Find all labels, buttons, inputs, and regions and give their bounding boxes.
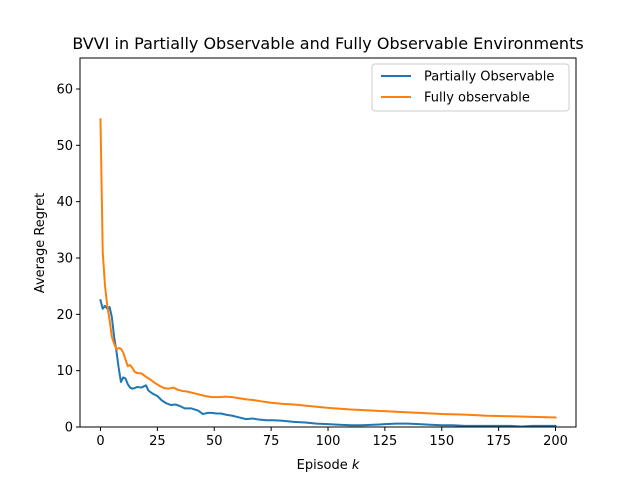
x-tick-label: 75 (263, 434, 280, 449)
y-axis-label: Average Regret (33, 193, 48, 293)
series-line-partially-observable (99, 299, 557, 428)
y-tick-label: 50 (56, 139, 73, 154)
series-layer (99, 118, 557, 428)
x-tick-label: 125 (372, 434, 397, 449)
x-tick-label: 175 (486, 434, 511, 449)
x-axis-label-text: Episode (297, 458, 352, 473)
y-tick-label: 40 (56, 195, 73, 210)
chart-title: BVVI in Partially Observable and Fully O… (72, 34, 583, 53)
x-tick-label: 0 (96, 434, 104, 449)
x-tick-label: 200 (543, 434, 568, 449)
y-tick-label: 60 (56, 82, 73, 97)
legend-label-partially-observable: Partially Observable (424, 70, 554, 85)
x-axis-label-variable: k (352, 458, 360, 473)
x-tick-label: 25 (149, 434, 166, 449)
y-axis-ticks: 0 10 20 30 40 50 60 (56, 82, 80, 436)
legend-box (371, 63, 570, 112)
y-tick-label: 0 (65, 421, 73, 436)
y-tick-label: 10 (56, 364, 73, 379)
series-line-fully-observable (99, 118, 557, 419)
x-axis-label: Episode k (297, 458, 360, 473)
x-tick-label: 100 (316, 434, 341, 449)
legend-label-fully-observable: Fully observable (424, 91, 530, 106)
y-tick-label: 30 (56, 251, 73, 266)
x-axis-ticks: 0 25 50 75 100 125 150 175 200 (96, 427, 568, 449)
legend: Partially Observable Fully observable (371, 63, 570, 112)
y-tick-label: 20 (56, 308, 73, 323)
x-tick-label: 50 (206, 434, 223, 449)
x-tick-label: 150 (429, 434, 454, 449)
